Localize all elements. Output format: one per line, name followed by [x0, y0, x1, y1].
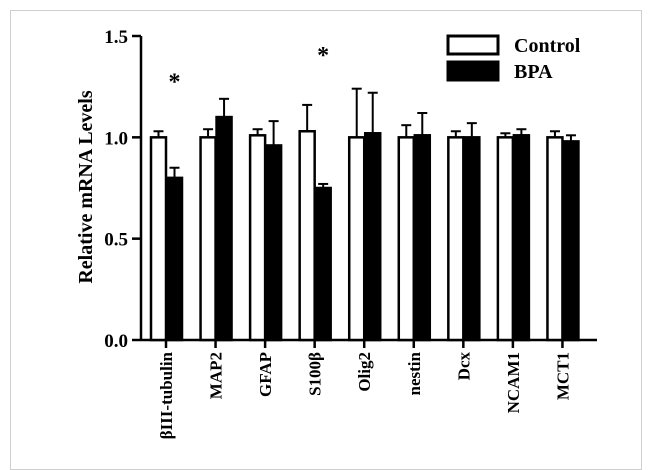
x-tick-label: GFAP: [256, 352, 275, 397]
x-tick-label: Olig2: [355, 352, 374, 392]
control-bar: [397, 136, 416, 342]
legend-swatch-bpa: [446, 60, 500, 82]
y-tick-label: 0.5: [104, 230, 128, 251]
y-tick-label: 1.5: [104, 27, 128, 48]
legend-swatch-control: [446, 34, 500, 56]
bars: **: [149, 43, 580, 342]
bpa-bar: [264, 144, 283, 342]
bpa-bar: [562, 140, 580, 342]
legend-label-control: Control: [514, 35, 581, 57]
control-bar: [248, 134, 267, 342]
control-bar: [298, 130, 316, 342]
bpa-bar: [215, 115, 233, 342]
control-bar: [496, 136, 515, 342]
bpa-bar: [165, 176, 184, 342]
x-tick-label: MAP2: [207, 352, 226, 399]
legend-label-bpa: BPA: [514, 61, 553, 83]
x-tick-label: NCAM1: [504, 352, 523, 413]
bpa-bar: [363, 132, 382, 342]
legend: Control BPA: [446, 34, 581, 83]
x-tick-label: nestin: [405, 351, 424, 395]
control-bar: [447, 136, 465, 342]
x-tick-label: βIII-tubulin: [157, 351, 176, 439]
bpa-bar: [463, 136, 481, 342]
x-tick-label: Dcx: [454, 352, 473, 381]
x-tick-label: S100β: [306, 352, 325, 396]
control-bar: [149, 136, 168, 342]
y-tick-label: 0.0: [104, 331, 128, 352]
bpa-bar: [314, 186, 332, 342]
significance-marker: *: [169, 69, 181, 95]
bpa-bar: [413, 134, 432, 342]
y-tick-label: 1.0: [104, 128, 128, 149]
bpa-bar: [512, 134, 531, 342]
control-bar: [199, 136, 217, 342]
y-axis-label: Relative mRNA Levels: [75, 90, 97, 284]
axes: 0.0 0.5 1.0 1.5 βIII-tubulin MAP2 GFAP S100β Oli…: [104, 27, 597, 439]
control-bar: [546, 136, 564, 342]
significance-marker: *: [317, 43, 329, 69]
control-bar: [347, 136, 366, 342]
x-tick-label: MCT1: [553, 352, 572, 400]
